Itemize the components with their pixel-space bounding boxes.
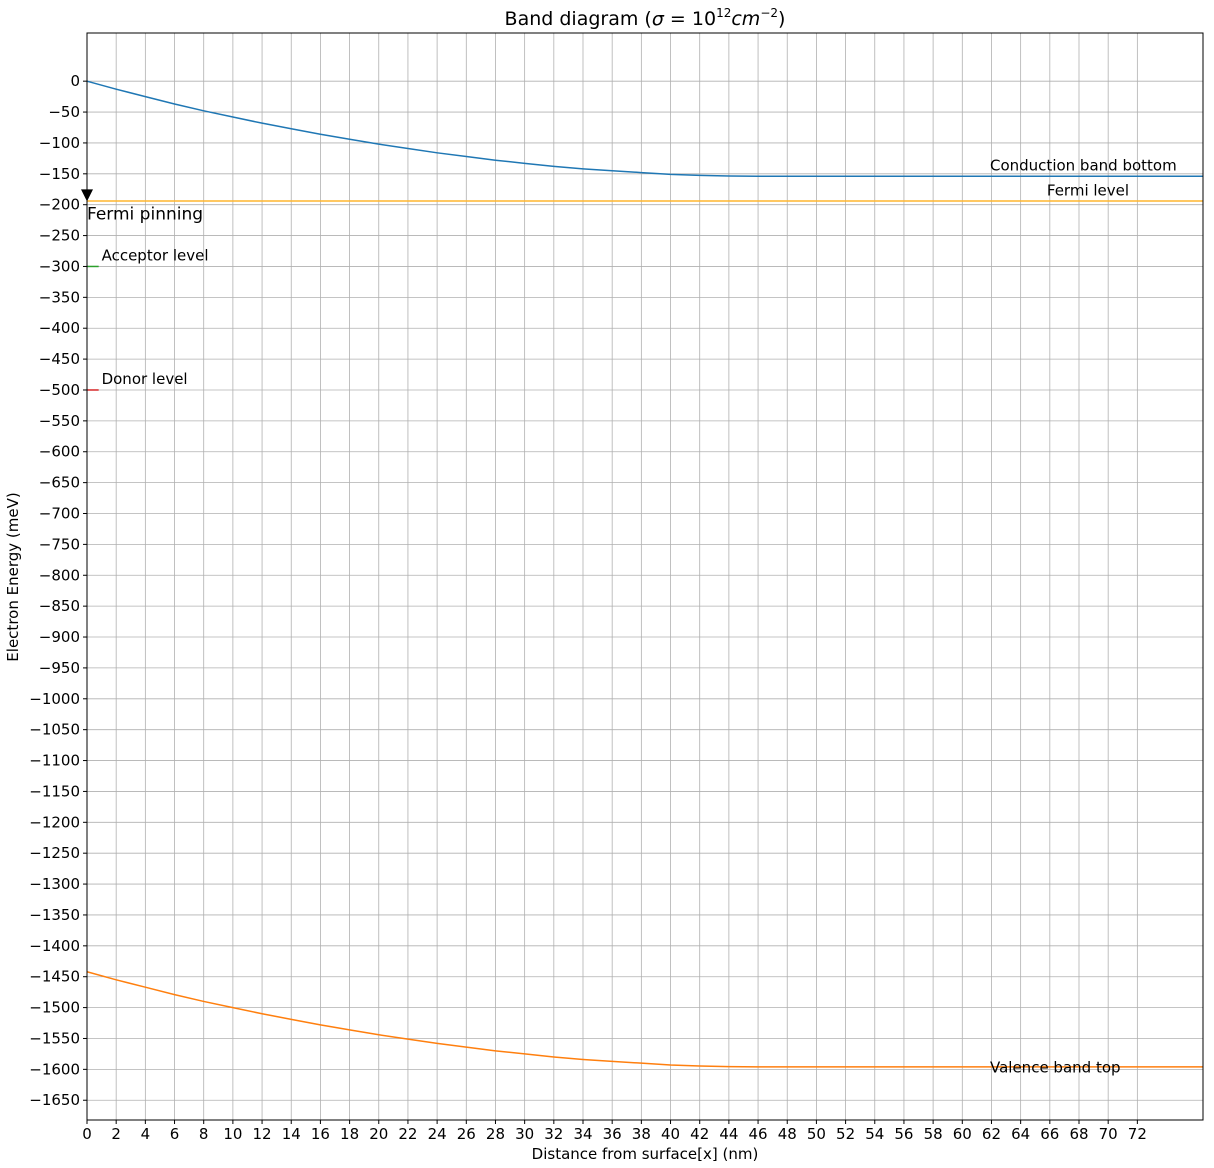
x-tick-label: 10 (223, 1125, 242, 1143)
x-tick-label: 68 (1069, 1125, 1088, 1143)
title-suffix: ) (778, 8, 785, 30)
x-tick-label: 28 (486, 1125, 505, 1143)
title-equals: = 10 (664, 8, 716, 30)
y-tick-label: −300 (39, 257, 80, 275)
x-tick-label: 32 (544, 1125, 563, 1143)
y-tick-label: −1150 (29, 782, 80, 800)
chart-title: Band diagram (σ = 1012cm−2) (505, 6, 786, 30)
y-tick-label: −1450 (29, 968, 80, 986)
x-tick-label: 22 (398, 1125, 417, 1143)
x-tick-label: 54 (865, 1125, 884, 1143)
title-unit: cm (731, 8, 760, 30)
y-tick-label: −500 (39, 381, 80, 399)
y-tick-label: −150 (39, 165, 80, 183)
x-tick-label: 52 (836, 1125, 855, 1143)
annotation-fermi-level: Fermi level (1047, 181, 1129, 199)
x-tick-label: 70 (1099, 1125, 1118, 1143)
y-tick-label: −1650 (29, 1091, 80, 1109)
y-tick-label: −50 (48, 103, 80, 121)
annotation-conduction-band-bottom: Conduction band bottom (990, 157, 1177, 175)
y-tick-label: −1000 (29, 690, 80, 708)
series-conduction-band-bottom (86, 80, 1203, 178)
x-tick-label: 46 (749, 1125, 768, 1143)
x-tick-label: 30 (515, 1125, 534, 1143)
x-tick-label: 44 (719, 1125, 738, 1143)
annotation-acceptor-level: Acceptor level (102, 246, 209, 264)
series-layer (86, 80, 1203, 1068)
y-tick-label: −1600 (29, 1060, 80, 1078)
y-tick-label: −600 (39, 443, 80, 461)
x-tick-label: 42 (690, 1125, 709, 1143)
y-tick-label: −900 (39, 628, 80, 646)
x-tick-label: 72 (1128, 1125, 1147, 1143)
y-tick-label: −700 (39, 505, 80, 523)
y-tick-label: −1500 (29, 999, 80, 1017)
y-tick-label: −100 (39, 134, 80, 152)
y-tick-label: −850 (39, 597, 80, 615)
x-tick-label: 14 (282, 1125, 301, 1143)
annotation-valence-band-top: Valence band top (990, 1058, 1121, 1076)
annotation-donor-level: Donor level (102, 370, 188, 388)
x-tick-label: 4 (141, 1125, 151, 1143)
y-tick-label: −1550 (29, 1029, 80, 1047)
x-tick-label: 38 (632, 1125, 651, 1143)
y-tick-label: −450 (39, 350, 80, 368)
y-tick-label: −350 (39, 288, 80, 306)
y-tick-label: −1400 (29, 937, 80, 955)
x-tick-label: 2 (111, 1125, 121, 1143)
x-tick-label: 58 (924, 1125, 943, 1143)
grid-layer (86, 33, 1203, 1120)
x-tick-label: 50 (807, 1125, 826, 1143)
x-tick-label: 40 (661, 1125, 680, 1143)
y-axis-ticks: 0 −50 −100 −150 −200 −250 −300 −350 −400 −450 −500… (29, 72, 87, 1109)
y-tick-label: −750 (39, 535, 80, 553)
x-tick-label: 24 (428, 1125, 447, 1143)
x-tick-label: 20 (369, 1125, 388, 1143)
x-tick-label: 0 (82, 1125, 92, 1143)
x-tick-label: 18 (340, 1125, 359, 1143)
x-tick-label: 64 (1011, 1125, 1030, 1143)
title-exponent2: −2 (760, 6, 778, 20)
x-tick-label: 62 (982, 1125, 1001, 1143)
x-tick-label: 12 (253, 1125, 272, 1143)
x-tick-label: 60 (953, 1125, 972, 1143)
y-tick-label: −1350 (29, 906, 80, 924)
x-axis-ticks: 0 2 4 6 8 10 12 14 16 18 20 22 24 26 28 30 32 34 36 38 40 42 4… (82, 1120, 1147, 1143)
series-valence-band-top (86, 971, 1203, 1068)
y-tick-label: −950 (39, 659, 80, 677)
plot-frame (86, 32, 1204, 1121)
x-axis-label: Distance from surface[x] (nm) (532, 1145, 759, 1163)
fermi-pinning-label: Fermi pinning (87, 204, 203, 224)
x-tick-label: 26 (457, 1125, 476, 1143)
y-tick-label: −1250 (29, 844, 80, 862)
y-tick-label: −1050 (29, 721, 80, 739)
y-tick-label: −250 (39, 227, 80, 245)
x-tick-label: 36 (603, 1125, 622, 1143)
x-tick-label: 34 (573, 1125, 592, 1143)
title-prefix: Band diagram ( (505, 8, 652, 30)
y-tick-label: −1100 (29, 752, 80, 770)
annotation-layer: Conduction band bottom Fermi level Accepto… (102, 157, 1177, 1077)
x-tick-label: 48 (778, 1125, 797, 1143)
y-tick-label: −550 (39, 412, 80, 430)
x-tick-label: 8 (199, 1125, 209, 1143)
y-tick-label: −400 (39, 319, 80, 337)
marker-layer: Fermi pinning (81, 189, 203, 224)
title-exponent1: 12 (716, 6, 731, 20)
y-tick-label: −1300 (29, 875, 80, 893)
y-tick-label: −1200 (29, 813, 80, 831)
x-tick-label: 16 (311, 1125, 330, 1143)
x-tick-label: 6 (170, 1125, 180, 1143)
y-tick-label: −200 (39, 196, 80, 214)
y-tick-label: −650 (39, 474, 80, 492)
x-tick-label: 56 (894, 1125, 913, 1143)
title-sigma: σ (652, 8, 665, 30)
x-tick-label: 66 (1040, 1125, 1059, 1143)
y-tick-label: −800 (39, 566, 80, 584)
y-tick-label: 0 (70, 72, 80, 90)
y-axis-label: Electron Energy (meV) (4, 492, 22, 661)
